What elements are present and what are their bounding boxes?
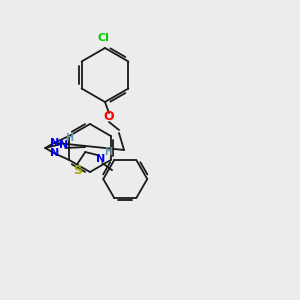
Text: N: N bbox=[96, 154, 105, 164]
Text: N: N bbox=[50, 138, 59, 148]
Text: S: S bbox=[73, 164, 82, 176]
Text: Cl: Cl bbox=[97, 33, 109, 43]
Text: N: N bbox=[50, 148, 59, 158]
Text: H: H bbox=[104, 147, 112, 157]
Text: O: O bbox=[104, 110, 114, 124]
Text: N: N bbox=[59, 140, 68, 150]
Text: H: H bbox=[65, 133, 73, 143]
